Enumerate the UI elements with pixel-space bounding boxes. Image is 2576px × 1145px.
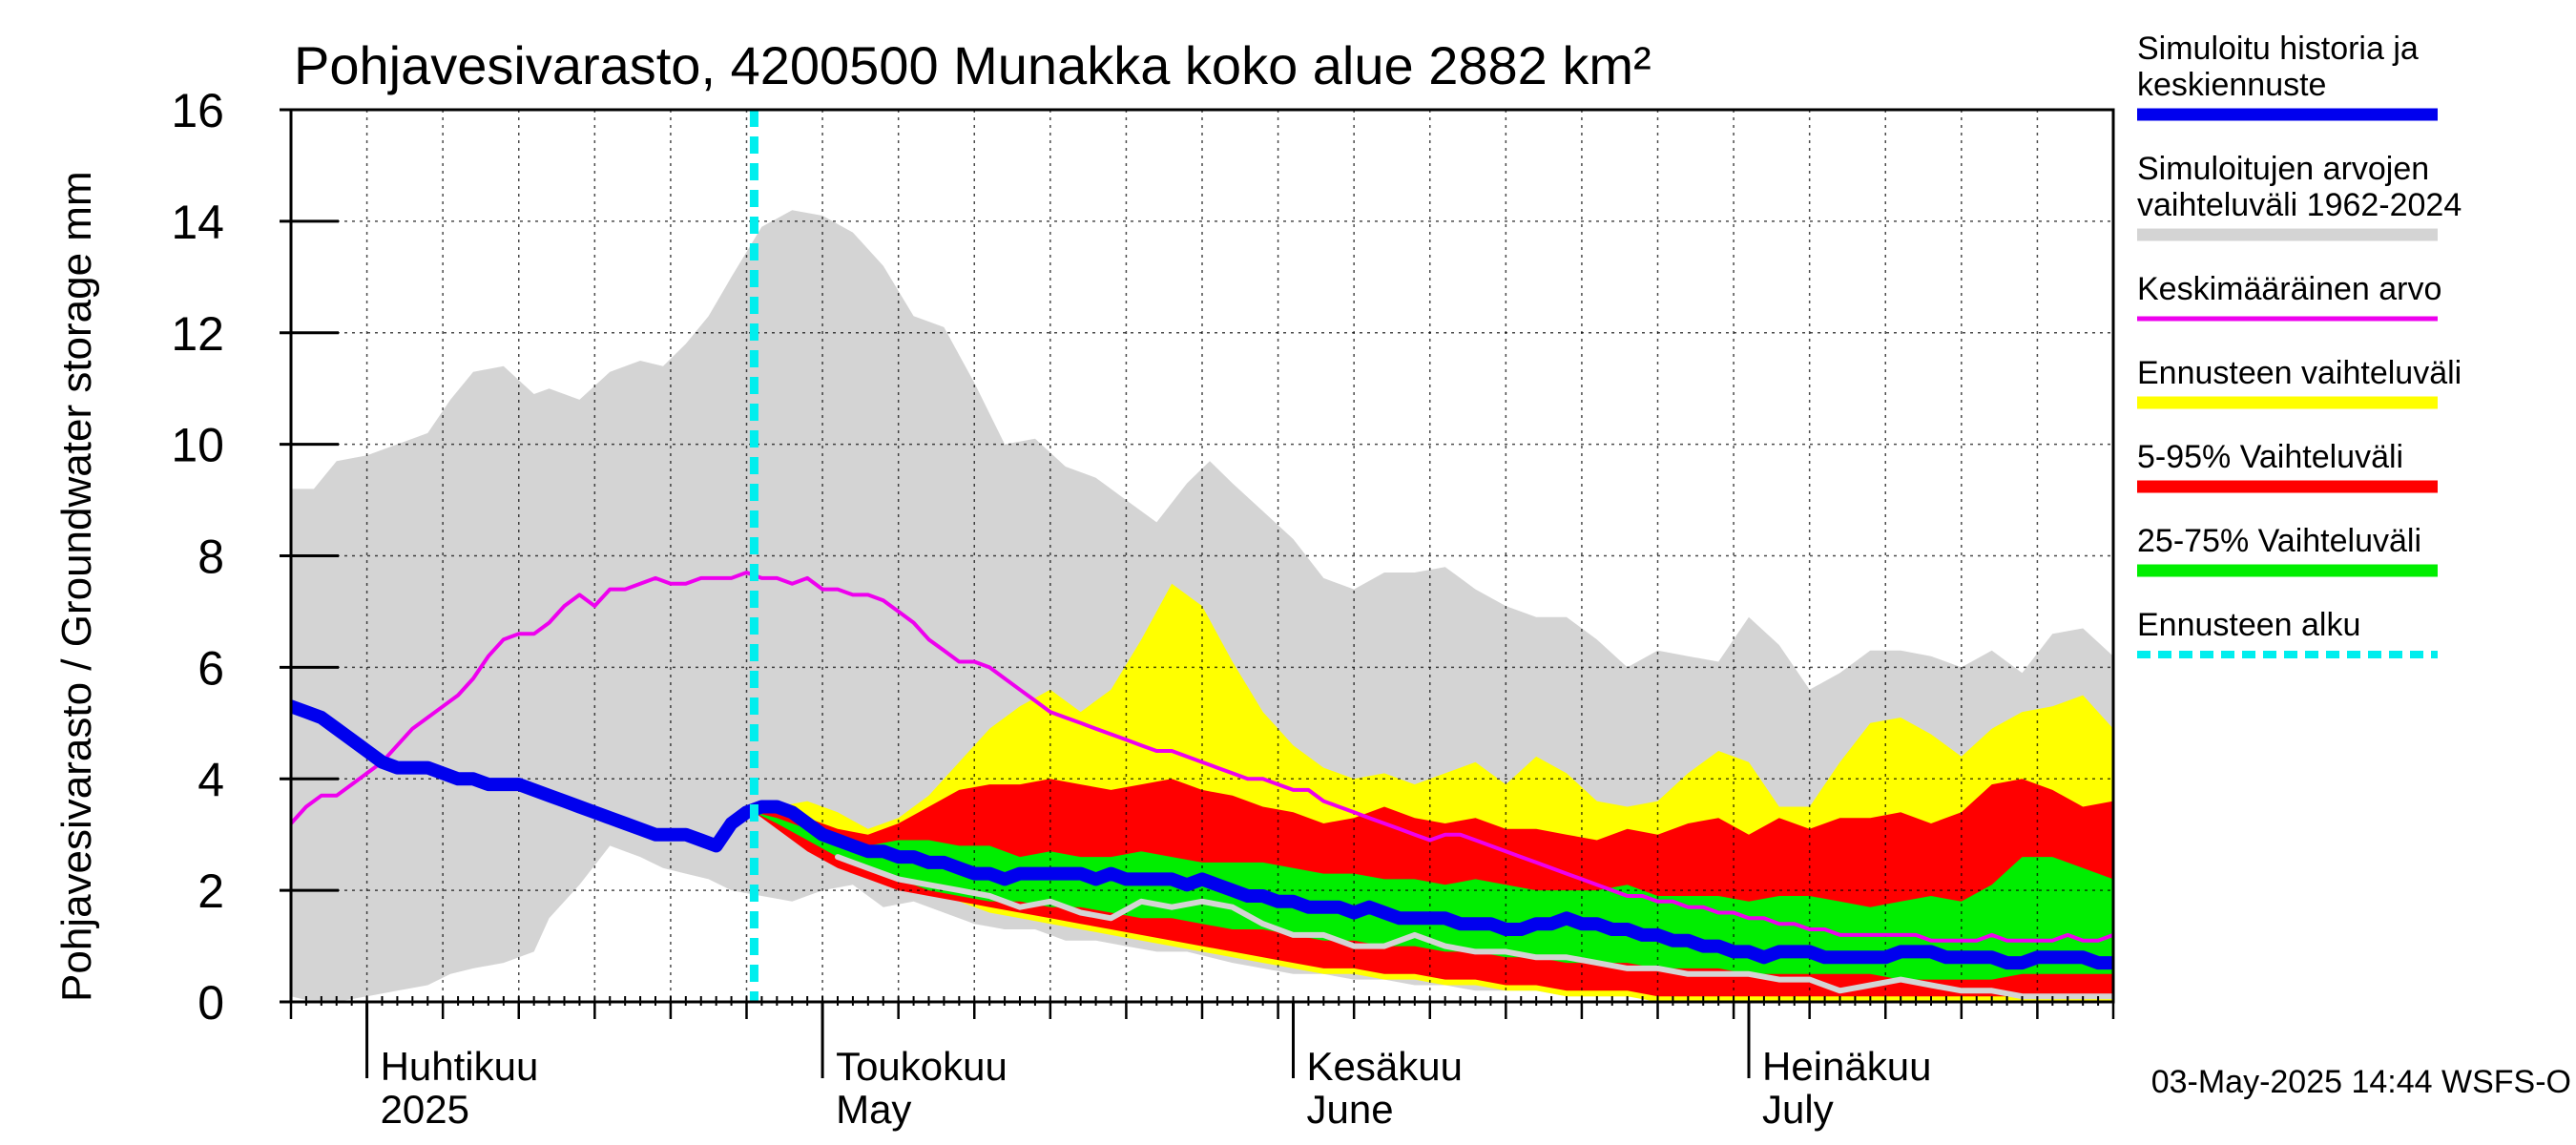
chart-title: Pohjavesivarasto, 4200500 Munakka koko a… [294,35,1652,95]
x-month-label-fi: Heinäkuu [1762,1044,1931,1089]
legend-label: Simuloitujen arvojen [2137,151,2429,187]
y-tick-label: 12 [171,307,224,361]
plot-content [291,110,2113,1002]
y-tick-label: 2 [197,864,224,918]
legend-label: Ennusteen vaihteluväli [2137,355,2462,391]
x-month-label-en: July [1762,1087,1834,1132]
x-month-label-en: June [1307,1087,1394,1132]
y-axis-label: Pohjavesivarasto / Groundwater storage m… [53,171,100,1002]
band-25-75-vaihteluv-li [754,812,2113,980]
y-tick-label: 10 [171,419,224,472]
x-month-label-fi: Toukokuu [836,1044,1008,1089]
y-tick-label: 16 [171,84,224,137]
line-keskim-r-inen-arvo [291,571,2113,943]
legend-label: Keskimääräinen arvo [2137,271,2441,307]
y-tick-label: 6 [197,641,224,695]
line-mediaani-harmaa [835,854,2113,1000]
x-month-label-fi: Huhtikuu [381,1044,539,1089]
y-tick-label: 8 [197,531,224,584]
x-month-label-en: 2025 [381,1087,469,1132]
legend-label: keskiennuste [2137,67,2326,103]
y-tick-label: 0 [197,976,224,1030]
y-tick-label: 14 [171,196,224,249]
line-simuloitu-historia-ja-keskiennuste [291,699,2113,970]
x-month-label-fi: Kesäkuu [1307,1044,1463,1089]
legend-label: Simuloitu historia ja [2137,31,2419,67]
legend-label: vaihteluväli 1962-2024 [2137,187,2462,223]
legend-label: 25-75% Vaihteluväli [2137,523,2421,559]
y-tick-label: 4 [197,753,224,806]
timestamp: 03-May-2025 14:44 WSFS-O [2151,1064,2571,1100]
plot-area [291,110,2113,1002]
legend-label: 5-95% Vaihteluväli [2137,439,2403,475]
legend-label: Ennusteen alku [2137,607,2360,643]
x-month-label-en: May [836,1087,911,1132]
